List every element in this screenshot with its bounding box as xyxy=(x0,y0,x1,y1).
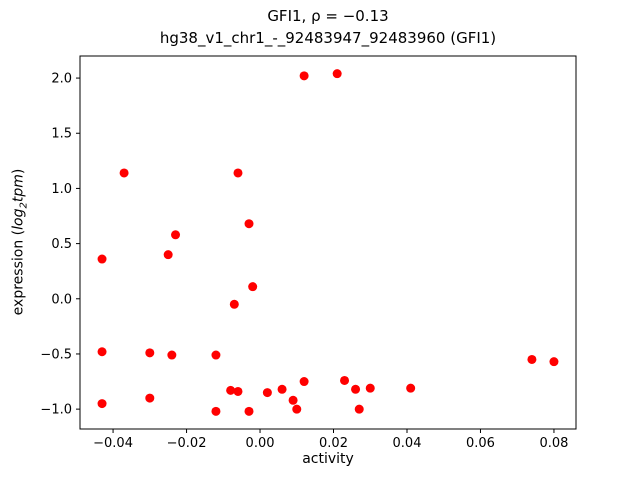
x-tick-label: 0.06 xyxy=(466,436,495,451)
data-point xyxy=(262,388,272,398)
data-point xyxy=(226,385,236,395)
data-point xyxy=(97,254,107,264)
y-tick-label: 1.0 xyxy=(51,182,72,197)
data-point xyxy=(233,168,243,178)
data-point xyxy=(244,406,254,416)
data-point xyxy=(163,250,173,260)
y-axis-label-subscript: 2 xyxy=(18,202,30,209)
y-tick-label: −0.5 xyxy=(40,347,72,362)
x-tick-label: −0.02 xyxy=(167,436,207,451)
data-point xyxy=(292,404,302,414)
data-point xyxy=(549,357,559,367)
data-point xyxy=(211,350,221,360)
data-point xyxy=(288,395,298,405)
data-point xyxy=(97,399,107,409)
x-axis-label: activity xyxy=(302,451,354,467)
y-axis-label-var: tpm xyxy=(10,174,27,203)
data-point xyxy=(354,404,364,414)
data-point xyxy=(248,282,258,292)
data-point xyxy=(233,386,243,396)
x-tick-label: 0.00 xyxy=(246,436,275,451)
x-tick-label: 0.02 xyxy=(319,436,348,451)
data-point xyxy=(299,377,309,387)
data-point xyxy=(211,406,221,416)
data-point xyxy=(171,230,181,240)
x-tick-label: 0.08 xyxy=(539,436,568,451)
axes-spines xyxy=(79,55,577,430)
data-point xyxy=(406,383,416,393)
data-point xyxy=(244,219,254,229)
data-point xyxy=(277,384,287,394)
data-point xyxy=(145,393,155,403)
data-point xyxy=(340,375,350,385)
y-axis-label-suffix: ) xyxy=(10,168,27,175)
data-point xyxy=(145,348,155,358)
y-axis-label-log: log xyxy=(10,208,27,230)
chart-title-line1: GFI1, ρ = −0.13 xyxy=(267,7,389,25)
y-axis-label-prefix: expression ( xyxy=(10,229,27,316)
y-tick-label: 1.5 xyxy=(51,127,72,142)
x-tick-label: −0.04 xyxy=(93,436,133,451)
data-point xyxy=(97,347,107,357)
y-axis-label: expression (log2tpm) xyxy=(11,169,30,316)
data-point xyxy=(119,168,129,178)
chart-title-line2: hg38_v1_chr1_-_92483947_92483960 (GFI1) xyxy=(159,29,497,47)
data-point xyxy=(167,350,177,360)
x-tick-label: 0.04 xyxy=(393,436,422,451)
data-point xyxy=(332,69,342,79)
y-tick-label: 0.0 xyxy=(51,292,72,307)
y-tick-label: 0.5 xyxy=(51,237,72,252)
data-point xyxy=(299,71,309,81)
data-point xyxy=(351,384,361,394)
y-tick-label: 2.0 xyxy=(51,72,72,87)
data-point xyxy=(229,299,239,309)
data-point xyxy=(365,383,375,393)
data-point xyxy=(527,354,537,364)
y-tick-label: −1.0 xyxy=(40,403,72,418)
